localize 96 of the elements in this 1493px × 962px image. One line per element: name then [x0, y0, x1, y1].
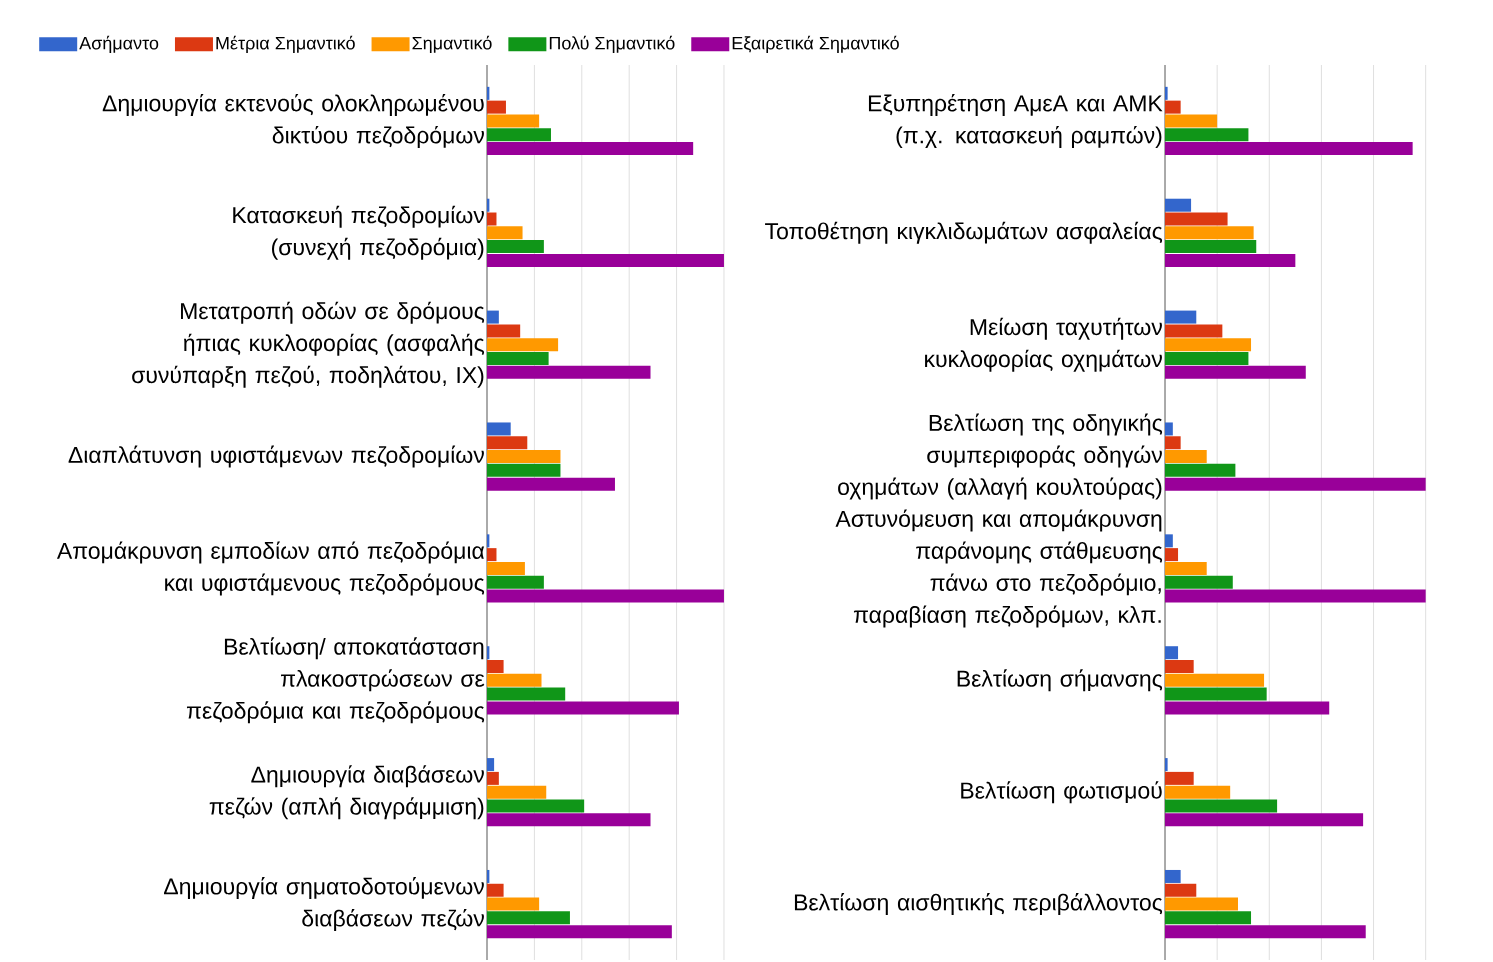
bar [1165, 687, 1267, 701]
bar [487, 338, 559, 352]
legend-label: Μέτρια Σημαντικό [216, 35, 355, 54]
bar [487, 114, 540, 128]
y-tick-label: Διαπλάτυνση υφιστάμενων πεζοδρομίων [68, 445, 484, 468]
legend-label: Εξαιρετικά Σημαντικό [732, 35, 899, 54]
bar [1165, 128, 1249, 142]
bar [1165, 771, 1194, 785]
y-tick-label: Κατασκευή πεζοδρομίων (συνεχή πεζοδρόμια) [233, 205, 484, 260]
bar [1165, 660, 1194, 674]
bar [487, 351, 549, 365]
bar [487, 883, 504, 897]
y-tick-label: Δημιουργία εκτενούς ολοκληρωμένου δικτύου πεζοδρόμων [102, 93, 484, 148]
bar [1165, 589, 1426, 603]
bar [1165, 86, 1168, 100]
bar [1165, 240, 1257, 254]
bar [487, 100, 506, 114]
bar [487, 589, 724, 603]
y-tick-label: Μείωση ταχυτήτων κυκλοφορίας οχημάτων [925, 317, 1162, 372]
bar [487, 128, 551, 142]
legend-label: Σημαντικό [412, 35, 492, 54]
bar [1165, 785, 1231, 799]
y-tick-label: Βελτίωση αισθητικής περιβάλλοντος [794, 893, 1163, 916]
bar [1165, 114, 1218, 128]
bar [487, 212, 497, 226]
bar [1165, 422, 1173, 436]
bar [487, 436, 528, 450]
bar [1165, 310, 1197, 324]
y-tick-label: Απομάκρυνση εμποδίων από πεζοδρόμια και υφιστάμενους πεζοδρόμους [56, 541, 485, 596]
bar [1165, 813, 1364, 827]
bar [487, 477, 615, 491]
bar [487, 785, 547, 799]
bar [1165, 198, 1192, 212]
bar [487, 142, 694, 156]
bar [1165, 365, 1306, 379]
bar [1165, 534, 1173, 548]
bar [1165, 701, 1330, 715]
bar [1165, 799, 1278, 813]
bar [487, 422, 511, 436]
bar [1165, 463, 1236, 477]
bar [1165, 351, 1249, 365]
bar [1165, 477, 1426, 491]
bar [1165, 100, 1181, 114]
bar [1165, 324, 1223, 338]
bar [487, 911, 570, 925]
legend-label: Πολύ Σημαντικό [549, 35, 675, 54]
bar [487, 660, 504, 674]
bar [1165, 575, 1233, 589]
y-tick-label: Τοποθέτηση κιγκλιδωμάτων ασφαλείας [765, 221, 1163, 244]
bar [487, 365, 651, 379]
bar [487, 548, 497, 562]
bar [487, 324, 521, 338]
bar [1165, 450, 1207, 464]
y-tick-label: Βελτίωση σήμανσης [957, 669, 1163, 692]
y-tick-label: Δημιουργία διαβάσεων πεζών (απλή διαγράμμιση) [209, 765, 484, 820]
bar [487, 226, 523, 240]
bar [487, 897, 540, 911]
y-tick-label: Αστυνόμευση και απομάκρυνση παράνομης στάθμευσης πάνω στο πεζοδρόμιο, παραβίαση πεζοδρόμων, κλπ. [835, 509, 1163, 628]
bar [1165, 561, 1207, 575]
bar [487, 240, 544, 254]
bar [1165, 673, 1265, 687]
bar [1165, 226, 1254, 240]
bar [1165, 646, 1179, 660]
bar [487, 687, 566, 701]
bar [1165, 548, 1179, 562]
bar [487, 813, 651, 827]
bar [487, 253, 724, 267]
y-tick-label: Δημιουργία σηματοδοτούμενων διαβάσεων πεζών [164, 877, 484, 932]
bar [487, 673, 542, 687]
bar [487, 758, 495, 772]
bar [1165, 253, 1296, 267]
legend-label: Ασήμαντο [79, 35, 159, 54]
bar [487, 463, 561, 477]
bar [1165, 758, 1168, 772]
bar [487, 561, 525, 575]
bar [1165, 897, 1238, 911]
bar [1165, 212, 1228, 226]
y-tick-label: Μετατροπή οδών σε δρόμους ήπιας κυκλοφορίας (ασφαλής συνύπαρξη πεζού, ποδηλάτου, ΙΧ) [132, 301, 485, 388]
y-tick-label: Βελτίωση της οδηγικής συμπεριφοράς οδηγών οχημάτων (αλλαγή κουλτούρας) [838, 413, 1163, 500]
y-tick-label: Εξυπηρέτηση ΑμεΑ και ΑΜΚ (π.χ. κατασκευή ραμπών) [868, 93, 1163, 148]
y-tick-label: Βελτίωση φωτισμού [961, 781, 1162, 804]
bar [1165, 869, 1181, 883]
bar [487, 701, 679, 715]
bar [1165, 883, 1197, 897]
bar [487, 925, 672, 939]
y-tick-label: Βελτίωση/ αποκατάσταση πλακοστρώσεων σε πεζοδρόμια και πεζοδρόμους [186, 637, 485, 724]
bar [487, 575, 544, 589]
bar [487, 310, 499, 324]
bar [1165, 142, 1413, 156]
bar [487, 771, 499, 785]
bar [487, 799, 585, 813]
bar [1165, 925, 1366, 939]
bar [1165, 338, 1252, 352]
bar [1165, 436, 1181, 450]
bar [487, 450, 561, 464]
bar [1165, 911, 1252, 925]
